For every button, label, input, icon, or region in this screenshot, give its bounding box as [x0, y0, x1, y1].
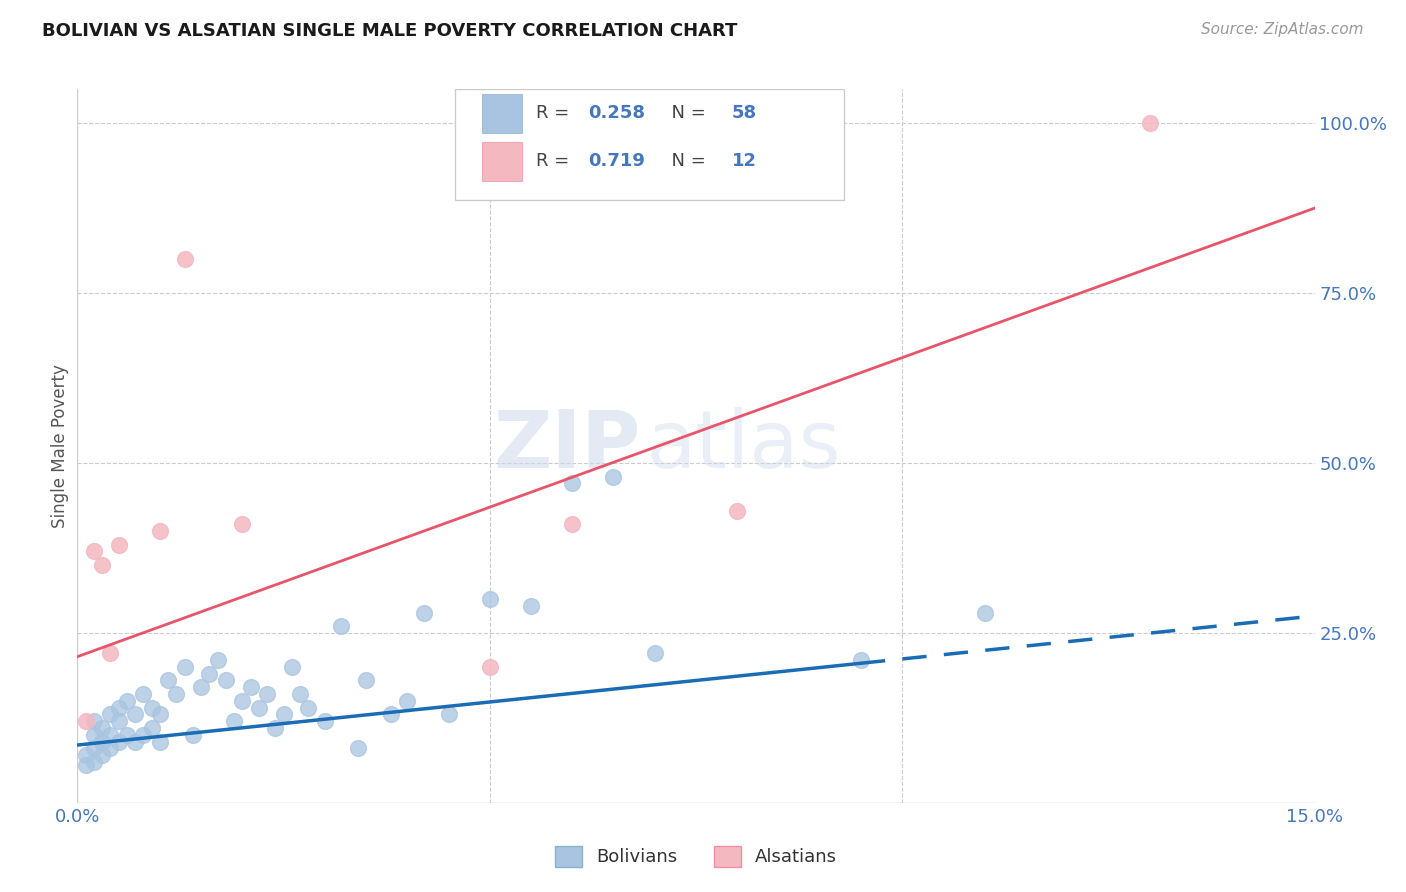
FancyBboxPatch shape	[482, 142, 522, 181]
Point	[124, 707, 146, 722]
Text: 0.258: 0.258	[588, 104, 645, 122]
Point	[83, 544, 105, 558]
Point	[141, 721, 163, 735]
Point	[247, 700, 270, 714]
Point	[83, 714, 105, 729]
Point	[314, 714, 336, 729]
Point	[264, 721, 287, 735]
Point	[107, 700, 129, 714]
FancyBboxPatch shape	[454, 89, 845, 200]
Text: 12: 12	[733, 153, 756, 170]
Point	[149, 734, 172, 748]
Point	[132, 728, 155, 742]
FancyBboxPatch shape	[482, 94, 522, 133]
Text: R =: R =	[536, 104, 575, 122]
Point	[149, 524, 172, 538]
Point	[98, 741, 121, 756]
Point	[181, 728, 204, 742]
Point	[602, 469, 624, 483]
Point	[231, 694, 253, 708]
Point	[107, 537, 129, 551]
Point	[98, 707, 121, 722]
Point	[83, 755, 105, 769]
Point	[149, 707, 172, 722]
Point	[478, 591, 501, 606]
Text: atlas: atlas	[647, 407, 841, 485]
Point	[190, 680, 212, 694]
Point	[354, 673, 377, 688]
Point	[173, 660, 195, 674]
Point	[91, 734, 114, 748]
Point	[107, 714, 129, 729]
Point	[256, 687, 278, 701]
Text: 0.719: 0.719	[588, 153, 645, 170]
Text: Source: ZipAtlas.com: Source: ZipAtlas.com	[1201, 22, 1364, 37]
Point	[91, 748, 114, 763]
Point	[520, 599, 543, 613]
Point	[1139, 116, 1161, 130]
Text: N =: N =	[659, 153, 711, 170]
Point	[173, 252, 195, 266]
Point	[222, 714, 245, 729]
Point	[412, 606, 434, 620]
Point	[83, 728, 105, 742]
Point	[380, 707, 402, 722]
Point	[75, 714, 97, 729]
Point	[141, 700, 163, 714]
Point	[231, 517, 253, 532]
Point	[107, 734, 129, 748]
Point	[973, 606, 995, 620]
Point	[115, 694, 138, 708]
Point	[346, 741, 368, 756]
Y-axis label: Single Male Poverty: Single Male Poverty	[51, 364, 69, 528]
Text: 58: 58	[733, 104, 756, 122]
Point	[115, 728, 138, 742]
Text: ZIP: ZIP	[494, 407, 640, 485]
Point	[91, 721, 114, 735]
Text: R =: R =	[536, 153, 575, 170]
Point	[644, 646, 666, 660]
Point	[478, 660, 501, 674]
Point	[98, 728, 121, 742]
Point	[124, 734, 146, 748]
Point	[91, 558, 114, 572]
Point	[849, 653, 872, 667]
Point	[239, 680, 262, 694]
Point	[297, 700, 319, 714]
Point	[132, 687, 155, 701]
Point	[215, 673, 238, 688]
Point	[198, 666, 221, 681]
Point	[725, 503, 748, 517]
Point	[437, 707, 460, 722]
Point	[330, 619, 353, 633]
Point	[83, 741, 105, 756]
Point	[75, 758, 97, 772]
Text: N =: N =	[659, 104, 711, 122]
Point	[281, 660, 304, 674]
Point	[75, 748, 97, 763]
Point	[157, 673, 180, 688]
Point	[273, 707, 295, 722]
Point	[98, 646, 121, 660]
Point	[207, 653, 229, 667]
Text: BOLIVIAN VS ALSATIAN SINGLE MALE POVERTY CORRELATION CHART: BOLIVIAN VS ALSATIAN SINGLE MALE POVERTY…	[42, 22, 738, 40]
Point	[561, 517, 583, 532]
Point	[165, 687, 187, 701]
Point	[288, 687, 311, 701]
Point	[396, 694, 419, 708]
Point	[561, 476, 583, 491]
Legend: Bolivians, Alsatians: Bolivians, Alsatians	[546, 837, 846, 876]
